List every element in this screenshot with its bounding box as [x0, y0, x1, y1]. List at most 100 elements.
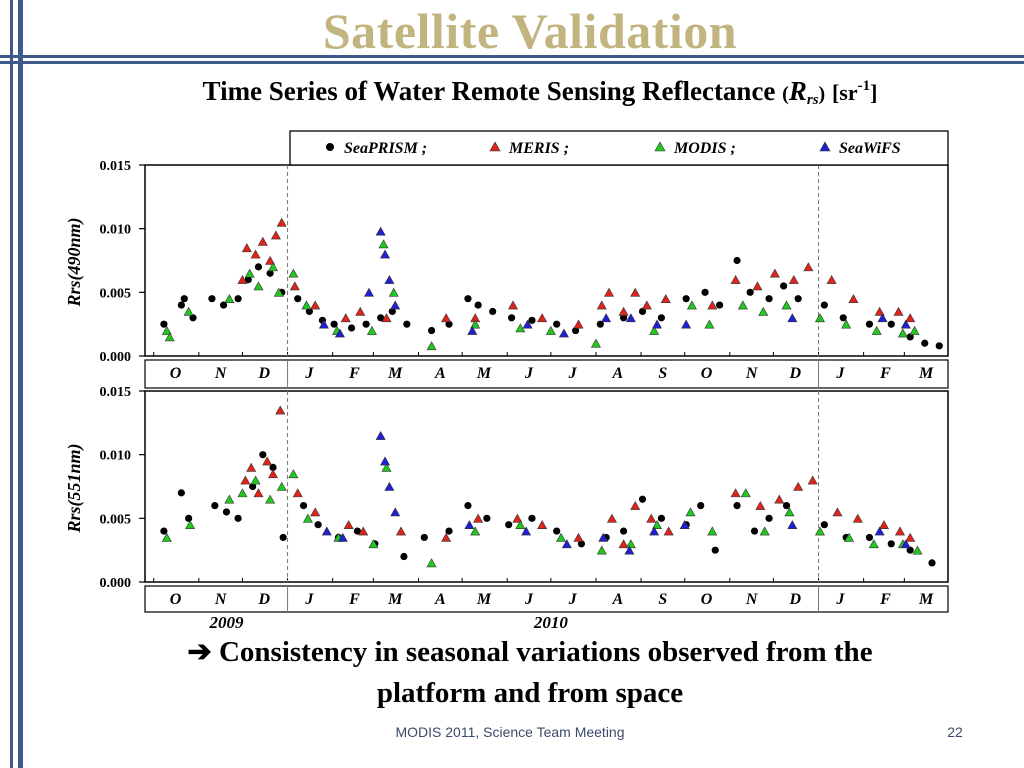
data-point-modis — [814, 526, 825, 536]
data-point-meris — [606, 513, 617, 523]
data-point-seaprism — [269, 463, 277, 471]
footer-meeting-name: MODIS 2011, Science Team Meeting — [395, 724, 625, 740]
data-point-meris — [641, 300, 652, 310]
data-point-seaprism — [820, 521, 828, 529]
x-tick-label: S — [658, 591, 667, 608]
chart-subtitle: Time Series of Water Remote Sensing Refl… — [40, 76, 1024, 109]
data-point-seawifs — [380, 249, 391, 259]
data-point-seawifs — [601, 313, 612, 323]
x-tick-label: A — [611, 365, 623, 382]
data-point-seaprism — [906, 546, 914, 554]
data-point-meris — [894, 526, 906, 536]
data-point-meris — [343, 520, 354, 530]
plot-area-frame — [144, 390, 949, 583]
data-point-modis — [686, 300, 697, 310]
data-point-seawifs — [598, 532, 609, 542]
data-point-meris — [730, 488, 741, 498]
data-point-seaprism — [750, 527, 759, 535]
data-point-meris — [240, 475, 251, 485]
data-point-modis — [868, 539, 879, 549]
x-tick-label: D — [788, 365, 801, 382]
data-point-modis — [185, 520, 196, 530]
data-point-meris — [508, 300, 519, 310]
data-point-seaprism — [400, 552, 408, 561]
data-point-seaprism — [782, 502, 791, 510]
data-point-seaprism — [921, 339, 929, 347]
data-point-modis — [250, 475, 261, 485]
x-tick-label: M — [918, 365, 934, 382]
data-point-modis — [740, 488, 751, 498]
data-point-seaprism — [571, 326, 580, 335]
x-tick-label: N — [745, 365, 759, 382]
data-point-meris — [905, 313, 916, 323]
data-point-seaprism — [780, 282, 788, 290]
data-point-meris — [604, 287, 615, 297]
data-point-modis — [652, 520, 663, 530]
data-point-meris — [905, 532, 916, 542]
data-point-seawifs — [337, 532, 348, 542]
data-point-seaprism — [733, 256, 741, 265]
data-point-meris — [755, 500, 766, 510]
data-point-seaprism — [160, 527, 168, 535]
data-point-seawifs — [558, 328, 569, 338]
data-point-seaprism — [254, 263, 263, 271]
data-point-modis — [470, 319, 481, 329]
data-point-seaprism — [464, 295, 472, 303]
data-point-seaprism — [887, 540, 895, 548]
data-point-seaprism — [906, 333, 914, 341]
x-axis-label-strip — [144, 359, 949, 389]
data-point-seawifs — [874, 526, 885, 536]
data-point-meris — [268, 469, 279, 479]
data-point-seaprism — [935, 342, 943, 350]
data-point-seaprism — [765, 514, 773, 522]
data-point-meris — [893, 306, 904, 316]
conclusion-line-1: Consistency in seasonal variations obser… — [218, 636, 873, 668]
data-point-seawifs — [625, 313, 636, 323]
x-tick-label: S — [658, 365, 667, 382]
data-point-seaprism — [697, 502, 705, 510]
data-point-seawifs — [900, 319, 911, 329]
data-point-seaprism — [330, 320, 338, 328]
data-point-modis — [814, 313, 825, 323]
data-point-seaprism — [716, 301, 724, 309]
x-tick-label: F — [348, 365, 360, 382]
data-point-modis — [302, 513, 313, 523]
data-point-seawifs — [679, 520, 690, 530]
data-point-meris — [512, 513, 523, 523]
data-point-seaprism — [746, 288, 754, 296]
data-point-meris — [874, 306, 885, 316]
slide-title: Satellite Validation — [322, 3, 738, 59]
x-tick-label: M — [387, 365, 403, 382]
data-point-seaprism — [887, 320, 895, 328]
data-point-meris — [265, 255, 276, 265]
data-point-seaprism — [839, 314, 847, 322]
y-axis-label: Rrs(551nm) — [64, 443, 85, 533]
x-tick-label: J — [524, 591, 534, 608]
data-point-seaprism — [249, 482, 257, 491]
data-point-seaprism — [259, 451, 267, 459]
data-point-seaprism — [305, 307, 313, 316]
data-point-modis — [265, 494, 276, 504]
x-tick-label: O — [170, 591, 182, 608]
data-point-seaprism — [189, 314, 197, 322]
data-point-modis — [871, 325, 882, 335]
data-point-modis — [164, 332, 175, 342]
data-point-meris — [310, 507, 321, 517]
y-axis-label: Rrs(490nm) — [64, 217, 85, 307]
data-point-modis — [897, 328, 908, 338]
legend-marker-modis — [654, 141, 666, 152]
x-tick-label: D — [788, 591, 801, 608]
data-point-modis — [237, 488, 248, 498]
data-point-meris — [660, 294, 671, 304]
data-point-seaprism — [701, 288, 709, 296]
data-point-modis — [426, 341, 437, 351]
data-point-seawifs — [390, 507, 401, 517]
data-point-seaprism — [483, 514, 491, 522]
data-point-modis — [737, 300, 748, 310]
data-point-seaprism — [928, 559, 936, 567]
data-point-seaprism — [794, 295, 802, 303]
data-point-meris — [663, 526, 674, 536]
x-tick-label: N — [745, 591, 759, 608]
data-point-meris — [630, 500, 641, 510]
data-point-seawifs — [384, 274, 395, 284]
